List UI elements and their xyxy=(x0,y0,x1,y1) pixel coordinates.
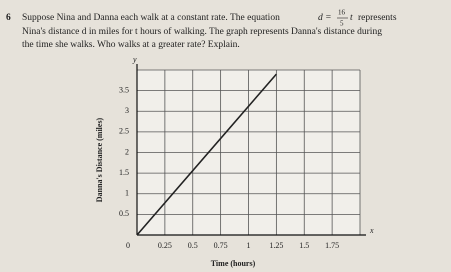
y-tick-label: 2.5 xyxy=(119,127,129,136)
y-tick-label: 3 xyxy=(125,106,129,115)
x-tick-label: 0.5 xyxy=(188,241,198,250)
problem-text: represents xyxy=(358,13,397,23)
problem-text: the time she walks. Who walks at a great… xyxy=(22,40,240,50)
x-tick-label: 0.25 xyxy=(158,241,172,250)
y-axis-label: Danna's Distance (miles) xyxy=(95,117,104,202)
denominator: 5 xyxy=(340,20,344,28)
x-tick-label: 1 xyxy=(247,241,251,250)
numerator: 16 xyxy=(338,9,346,17)
x-axis-name: x xyxy=(369,226,374,235)
x-tick-label: 0 xyxy=(126,241,130,250)
data-line xyxy=(136,73,277,236)
y-tick-label: 0.5 xyxy=(119,209,129,218)
y-tick-label: 1 xyxy=(125,189,129,198)
y-axis-name: y xyxy=(132,55,137,64)
x-tick-label: 1.5 xyxy=(299,241,309,250)
problem: 6 Suppose Nina and Danna each walk at a … xyxy=(6,9,397,51)
y-tick-label: 3.5 xyxy=(119,85,129,94)
problem-text: Nina's distance d in miles for t hours o… xyxy=(22,26,382,37)
x-tick-label: 0.75 xyxy=(214,241,228,250)
y-tick-label: 2 xyxy=(125,147,129,156)
equation-var: t xyxy=(350,13,353,23)
x-tick-label: 1.25 xyxy=(269,241,283,250)
problem-text: Suppose Nina and Danna each walk at a co… xyxy=(22,13,280,23)
problem-number: 6 xyxy=(6,13,11,23)
y-tick-label: 1.5 xyxy=(119,168,129,177)
equation: d = xyxy=(318,13,332,23)
x-tick-label: 1.75 xyxy=(325,241,339,250)
x-axis-label: Time (hours) xyxy=(211,259,256,268)
